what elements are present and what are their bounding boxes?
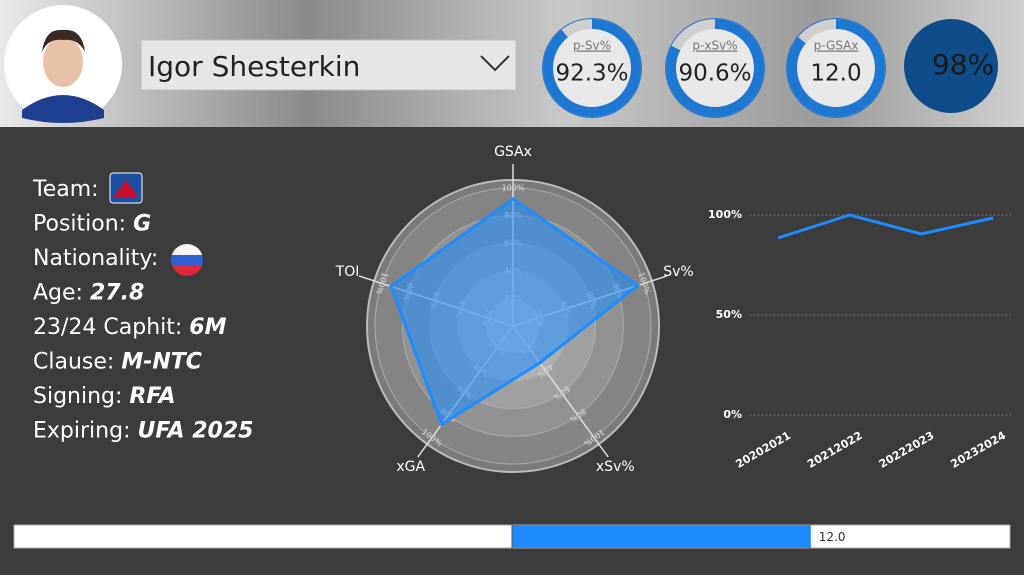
team-logo [109, 172, 143, 204]
gauge-arc [543, 19, 641, 117]
radar-label: TOI [335, 264, 360, 280]
gauge-title: p-xSv% [692, 39, 737, 53]
gauge-title: p-GSAx [814, 39, 859, 53]
gauge-title: p-Sv% [573, 39, 611, 53]
info-row: Expiring: UFA 2025 [33, 419, 253, 444]
info-row: Nationality: [33, 246, 158, 271]
radar-label: xGA [396, 459, 425, 475]
player-dropdown[interactable]: Igor Shesterkin [140, 39, 517, 91]
radar-label: GSAx [494, 144, 532, 160]
y-tick-label: 0% [723, 408, 742, 421]
info-label: Nationality: [33, 246, 158, 271]
radar-tick-label: 100% [502, 184, 525, 193]
info-value: RFA [129, 384, 175, 409]
info-value: 27.8 [90, 281, 144, 306]
gauge-arc [787, 19, 885, 117]
progress-label: 12.0 [819, 530, 846, 544]
info-label: Age: [33, 281, 83, 306]
country-flag [171, 244, 203, 276]
info-label: Signing: [33, 384, 122, 409]
kpi-value: 98% [932, 48, 994, 81]
info-row: Age: 27.8 [33, 281, 144, 306]
info-value: G [133, 212, 151, 237]
info-value: M-NTC [121, 350, 202, 375]
info-label: Clause: [33, 350, 114, 375]
info-row: Signing: RFA [33, 384, 176, 409]
info-label: Expiring: [33, 419, 130, 444]
info-label: Team: [32, 177, 99, 202]
radar-label: Sv% [663, 264, 693, 280]
gauge-arc [666, 19, 764, 117]
progress-bar [512, 525, 811, 548]
info-label: 23/24 Caphit: [33, 315, 182, 340]
info-row: Clause: M-NTC [33, 350, 202, 375]
y-tick-label: 50% [716, 308, 742, 321]
y-tick-label: 100% [708, 208, 742, 221]
info-row: Position: G [33, 212, 151, 237]
player-info: Team: Position: G Nationality: Age: 27.8 23/… [32, 177, 253, 444]
player-name: Igor Shesterkin [148, 50, 360, 83]
player-photo [4, 5, 122, 123]
info-row: Team: [32, 177, 99, 202]
gauge-value: 12.0 [810, 61, 861, 87]
gauge-value: 92.3% [555, 61, 628, 87]
radar-area [389, 197, 641, 427]
line-series [777, 213, 994, 240]
kpi-card [904, 19, 998, 113]
info-value: UFA 2025 [137, 419, 253, 444]
info-label: Position: [33, 212, 126, 237]
gauge-value: 90.6% [678, 61, 751, 87]
radar-label: xSv% [596, 459, 635, 475]
info-row: 23/24 Caphit: 6M [33, 315, 227, 340]
info-value: 6M [189, 315, 226, 340]
